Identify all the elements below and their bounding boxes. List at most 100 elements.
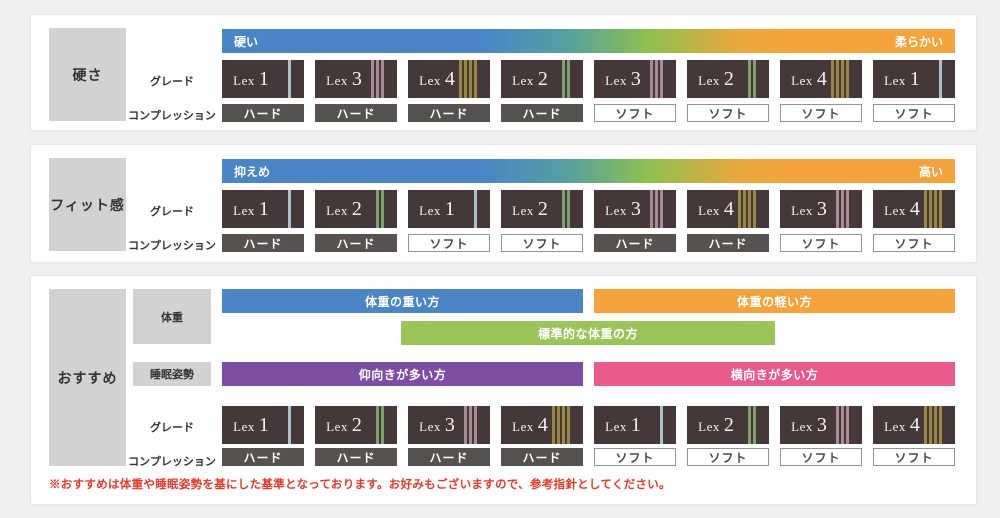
- compression-badge-hard: ハード: [315, 448, 397, 466]
- grade-stripes: [738, 190, 756, 228]
- compression-badge-soft: ソフト: [873, 104, 955, 122]
- grade-chip-lex-2: Lex 2: [315, 190, 397, 228]
- compression-badge-soft: ソフト: [594, 448, 676, 466]
- grade-chip-label: Lex 1: [605, 413, 641, 436]
- grade-chip-label: Lex 1: [884, 67, 920, 90]
- grade-chip-lex-2: Lex 2: [687, 60, 769, 98]
- grade-chip-label: Lex 2: [326, 413, 362, 436]
- grade-stripes: [371, 60, 384, 98]
- scale-right-label: 柔らかい: [894, 34, 943, 49]
- compression-row-label: コンプレッション: [128, 240, 216, 252]
- grade-stripes: [924, 190, 942, 228]
- grade-stripes: [552, 406, 570, 444]
- compression-badge-soft: ソフト: [780, 104, 862, 122]
- category-label: 硬さ: [72, 66, 103, 83]
- grade-row: Lex 1 Lex 3 Lex 4 Lex 2 Lex 3 Lex 2 Lex 4 Lex 1: [222, 60, 955, 98]
- category-box-recommend: おすすめ: [49, 289, 126, 466]
- grade-chip-label: Lex 1: [233, 197, 269, 220]
- grade-chip-label: Lex 3: [791, 413, 827, 436]
- category-box-fit: フィット感: [49, 158, 126, 251]
- weight-light-bar: 体重の軽い方: [594, 289, 955, 313]
- compression-badge-soft: ソフト: [687, 448, 769, 466]
- grade-chip-label: Lex 3: [419, 413, 455, 436]
- compression-badge-soft: ソフト: [501, 234, 583, 252]
- compression-row-label: コンプレッション: [128, 456, 216, 468]
- compression-row-label: コンプレッション: [128, 110, 216, 122]
- grade-stripes: [288, 190, 291, 228]
- footnote: ※おすすめは体重や睡眠姿勢を基にした基準となっております。お好みもございますので…: [49, 479, 671, 491]
- grade-stripes: [748, 406, 756, 444]
- compression-badge-hard: ハード: [687, 234, 769, 252]
- grade-chip-label: Lex 2: [512, 67, 548, 90]
- compression-badge-hard: ハード: [501, 448, 583, 466]
- grade-chip-label: Lex 4: [698, 197, 734, 220]
- grade-chip-lex-3: Lex 3: [780, 190, 862, 228]
- grade-chip-label: Lex 3: [605, 197, 641, 220]
- grade-stripes: [836, 406, 849, 444]
- compression-badge-soft: ソフト: [408, 234, 490, 252]
- compression-badge-soft: ソフト: [687, 104, 769, 122]
- grade-stripes: [288, 406, 291, 444]
- compression-badge-hard: ハード: [408, 448, 490, 466]
- grade-chip-label: Lex 4: [512, 413, 548, 436]
- grade-stripes: [376, 190, 384, 228]
- grade-chip-lex-3: Lex 3: [594, 190, 676, 228]
- grade-stripes: [650, 190, 663, 228]
- grade-stripes: [748, 60, 756, 98]
- grade-stripes: [376, 406, 384, 444]
- posture-label-box: 睡眠姿勢: [133, 362, 211, 386]
- grade-stripes: [650, 60, 663, 98]
- grade-chip-lex-3: Lex 3: [315, 60, 397, 98]
- grade-chip-lex-4: Lex 4: [687, 190, 769, 228]
- grade-chip-lex-2: Lex 2: [501, 190, 583, 228]
- fit-panel: フィット感 グレード コンプレッション 抑えめ 高い Lex 1 Lex 2 Lex 1 L…: [30, 144, 977, 263]
- scale-left-label: 硬い: [234, 34, 259, 49]
- grade-chip-label: Lex 2: [698, 67, 734, 90]
- grade-chip-lex-4: Lex 4: [873, 190, 955, 228]
- compression-badge-hard: ハード: [315, 104, 397, 122]
- compression-row: ハード ハード ハード ハード ソフト ソフト ソフト ソフト: [222, 104, 955, 122]
- grade-chip-lex-2: Lex 2: [315, 406, 397, 444]
- posture-back-bar: 仰向きが多い方: [222, 362, 583, 386]
- grade-stripes: [660, 406, 663, 444]
- category-label: フィット感: [50, 196, 125, 213]
- grade-chip-label: Lex 4: [884, 413, 920, 436]
- compression-badge-hard: ハード: [222, 104, 304, 122]
- grade-chip-lex-4: Lex 4: [873, 406, 955, 444]
- compression-badge-soft: ソフト: [780, 448, 862, 466]
- compression-row: ハード ハード ソフト ソフト ハード ハード ソフト ソフト: [222, 234, 955, 252]
- compression-badge-hard: ハード: [408, 104, 490, 122]
- compression-badge-hard: ハード: [315, 234, 397, 252]
- compression-badge-hard: ハード: [222, 448, 304, 466]
- grade-row-label: グレード: [150, 422, 194, 434]
- grade-chip-lex-4: Lex 4: [408, 60, 490, 98]
- grade-stripes: [939, 60, 942, 98]
- grade-stripes: [836, 190, 849, 228]
- compression-badge-hard: ハード: [222, 234, 304, 252]
- grade-stripes: [288, 60, 291, 98]
- grade-row: Lex 1 Lex 2 Lex 3 Lex 4 Lex 1 Lex 2 Lex 3 Lex 4: [222, 406, 955, 444]
- grade-row: Lex 1 Lex 2 Lex 1 Lex 2 Lex 3 Lex 4 Lex 3 Lex 4: [222, 190, 955, 228]
- grade-stripes: [459, 60, 477, 98]
- grade-chip-lex-1: Lex 1: [594, 406, 676, 444]
- grade-chip-lex-3: Lex 3: [594, 60, 676, 98]
- weight-label-box: 体重: [133, 289, 211, 344]
- category-label: おすすめ: [57, 369, 118, 386]
- grade-row-label: グレード: [150, 76, 194, 88]
- compression-row: ハード ハード ハード ハード ソフト ソフト ソフト ソフト: [222, 448, 955, 466]
- scale-left-label: 抑えめ: [234, 164, 271, 179]
- grade-chip-lex-3: Lex 3: [780, 406, 862, 444]
- grade-chip-label: Lex 3: [326, 67, 362, 90]
- grade-chip-lex-1: Lex 1: [222, 60, 304, 98]
- grade-stripes: [464, 406, 477, 444]
- compression-badge-hard: ハード: [501, 104, 583, 122]
- grade-chip-label: Lex 1: [233, 67, 269, 90]
- grade-chip-lex-2: Lex 2: [687, 406, 769, 444]
- grade-chip-lex-4: Lex 4: [780, 60, 862, 98]
- category-box-hardness: 硬さ: [49, 28, 126, 121]
- grade-stripes: [562, 60, 570, 98]
- compression-badge-soft: ソフト: [780, 234, 862, 252]
- hardness-scale-bar: 硬い 柔らかい: [222, 29, 955, 53]
- hardness-panel: 硬さ グレード コンプレッション 硬い 柔らかい Lex 1 Lex 3 Lex 4 Lex…: [30, 14, 977, 131]
- grade-chip-lex-4: Lex 4: [501, 406, 583, 444]
